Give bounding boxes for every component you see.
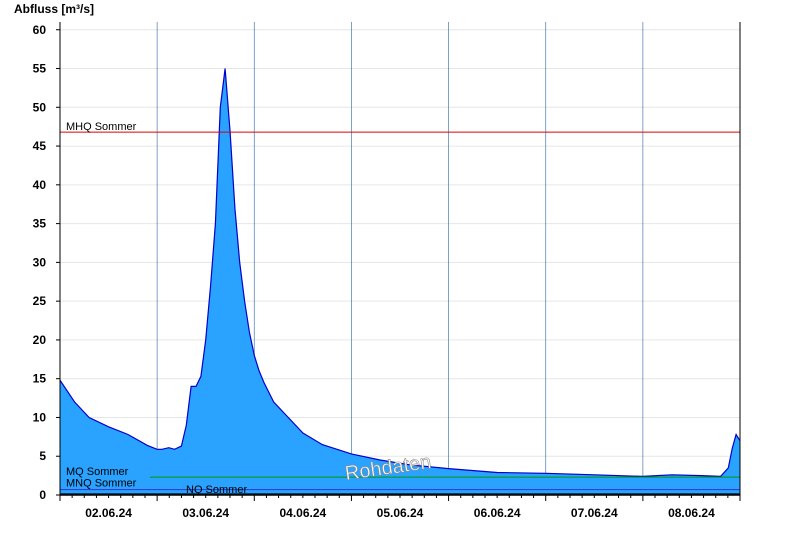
y-tick-label: 15: [33, 372, 47, 386]
ref-line-label: MQ Sommer: [66, 466, 129, 478]
y-tick-label: 20: [33, 333, 47, 347]
y-tick-label: 35: [33, 217, 47, 231]
y-tick-label: 50: [33, 100, 47, 114]
y-tick-label: 55: [33, 62, 47, 76]
y-tick-label: 25: [33, 294, 47, 308]
y-axis-label: Abfluss [m³/s]: [14, 2, 94, 16]
y-tick-label: 60: [33, 23, 47, 37]
y-tick-label: 45: [33, 139, 47, 153]
x-tick-label: 06.06.24: [474, 506, 521, 520]
y-tick-label: 5: [39, 449, 46, 463]
x-tick-label: 02.06.24: [85, 506, 132, 520]
y-tick-label: 10: [33, 410, 47, 424]
y-tick-label: 40: [33, 178, 47, 192]
discharge-area: [60, 68, 740, 495]
ref-line-label: NQ Sommer: [186, 484, 247, 496]
x-tick-label: 03.06.24: [182, 506, 229, 520]
ref-line-label: MNQ Sommer: [66, 478, 137, 490]
x-tick-label: 07.06.24: [571, 506, 618, 520]
tick-labels: 0 5 10 15 20 25 30 35 40 45 50 55 60 02.06.24 03.06.24…: [33, 23, 715, 520]
ref-line-label: MHQ Sommer: [66, 121, 137, 133]
x-tick-label: 04.06.24: [279, 506, 326, 520]
discharge-series: [59, 68, 741, 495]
x-tick-label: 05.06.24: [377, 506, 424, 520]
gridlines: [60, 22, 740, 495]
y-tick-label: 0: [39, 488, 46, 502]
x-tick-label: 08.06.24: [668, 506, 715, 520]
axes: [56, 22, 741, 501]
y-tick-label: 30: [33, 255, 47, 269]
discharge-line: [59, 68, 741, 478]
